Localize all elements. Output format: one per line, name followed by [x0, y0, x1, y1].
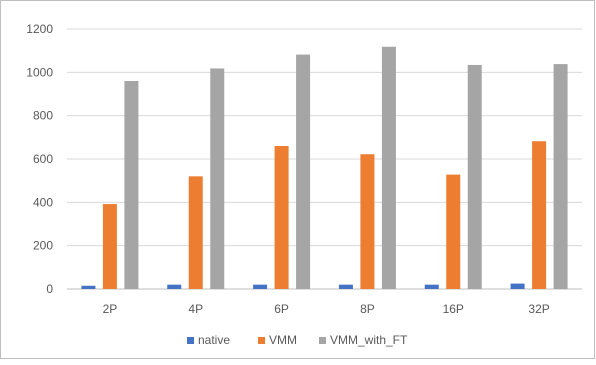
- legend-swatch-native: [187, 337, 194, 344]
- bar-vmm-32p: [532, 141, 547, 289]
- bar-vmm-with-ft-2p: [124, 81, 139, 289]
- y-tick-label: 1000: [26, 65, 53, 79]
- y-tick-label: 400: [33, 195, 53, 209]
- legend: native VMM VMM_with_FT: [187, 333, 408, 347]
- bar-vmm-with-ft-6p: [296, 54, 311, 289]
- legend-label-native: native: [198, 333, 230, 347]
- x-tick-label: 4P: [188, 302, 203, 316]
- y-tick-label: 800: [33, 109, 53, 123]
- gridlines: [67, 28, 582, 290]
- bar-native-8p: [338, 284, 353, 289]
- y-tick-label: 600: [33, 152, 53, 166]
- bar-vmm-with-ft-4p: [210, 68, 225, 289]
- bar-native-6p: [253, 284, 268, 289]
- bar-native-2p: [81, 285, 96, 289]
- x-tick-label: 6P: [274, 302, 289, 316]
- x-tick-label: 8P: [360, 302, 375, 316]
- bar-vmm-with-ft-16p: [467, 64, 482, 289]
- y-tick-label: 200: [33, 239, 53, 253]
- bar-vmm-16p: [446, 174, 461, 289]
- bar-vmm-with-ft-32p: [553, 64, 568, 289]
- y-tick-label: 1200: [26, 22, 53, 36]
- x-tick-label: 16P: [443, 302, 464, 316]
- bar-native-4p: [167, 284, 182, 289]
- bar-native-16p: [424, 284, 439, 289]
- bar-vmm-4p: [188, 176, 203, 289]
- x-tick-label: 2P: [103, 302, 118, 316]
- legend-swatch-vmm: [258, 337, 265, 344]
- bars: [81, 46, 568, 290]
- x-axis-ticks: 2P 4P 6P 8P 16P 32P: [103, 302, 550, 316]
- x-tick-label: 32P: [528, 302, 549, 316]
- legend-label-vmm: VMM: [269, 333, 297, 347]
- bar-native-32p: [510, 283, 525, 289]
- y-tick-label: 0: [46, 282, 53, 296]
- bar-vmm-2p: [102, 204, 117, 289]
- y-axis-ticks: 0 200 400 600 800 1000 1200: [26, 22, 53, 296]
- bar-vmm-6p: [274, 146, 289, 289]
- legend-swatch-vmm-with-ft: [319, 337, 326, 344]
- bar-vmm-8p: [360, 154, 375, 289]
- legend-label-vmm-with-ft: VMM_with_FT: [330, 333, 408, 347]
- bar-vmm-with-ft-8p: [381, 46, 396, 290]
